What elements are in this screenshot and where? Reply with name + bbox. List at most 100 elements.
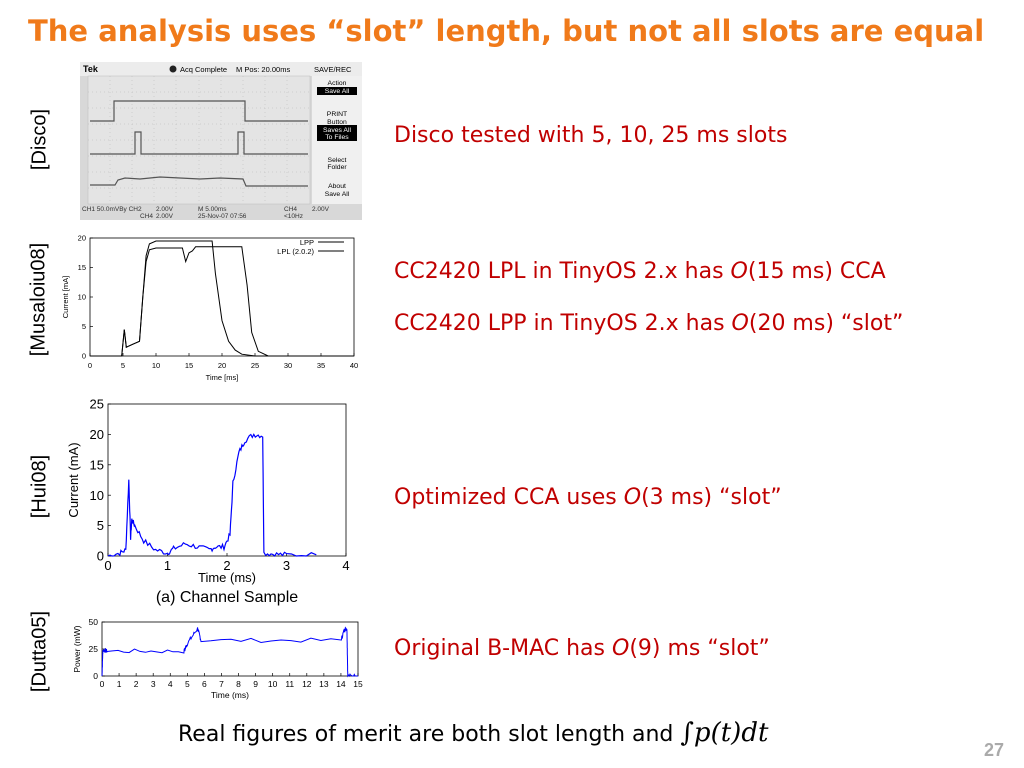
x-tick-label: 35 <box>317 361 325 370</box>
svg-text:Folder: Folder <box>327 164 347 171</box>
svg-text:25-Nov-07 07:56: 25-Nov-07 07:56 <box>198 213 247 220</box>
citation-disco: [Disco] <box>28 108 51 171</box>
plot-frame <box>101 621 359 677</box>
svg-text:2.00V: 2.00V <box>156 213 174 220</box>
x-axis-label: Time (ms) <box>211 690 249 700</box>
bullet-optimized-cca: Optimized CCA uses O(3 ms) “slot” <box>394 485 782 510</box>
x-tick-label: 0 <box>104 558 111 573</box>
scope-save-rec: SAVE/REC <box>314 65 352 74</box>
svg-text:Select: Select <box>328 157 347 164</box>
x-tick-label: 1 <box>117 679 122 689</box>
svg-text:To Files: To Files <box>325 134 349 141</box>
x-tick-label: 25 <box>251 361 259 370</box>
x-tick-label: 1 <box>164 558 171 573</box>
x-axis-label: Time [ms] <box>206 373 239 382</box>
x-tick-label: 2 <box>134 679 139 689</box>
y-tick-label: 0 <box>93 671 98 681</box>
x-tick-label: 3 <box>283 558 290 573</box>
y-tick-label: 15 <box>78 263 86 272</box>
y-axis-label: Current [mA] <box>62 276 70 319</box>
x-tick-label: 5 <box>185 679 190 689</box>
y-tick-label: 20 <box>90 427 104 442</box>
bullet-disco: Disco tested with 5, 10, 25 ms slots <box>394 123 788 148</box>
x-tick-label: 40 <box>350 361 358 370</box>
scope-menu-items: Action Save All PRINT Button Saves All T… <box>317 80 357 198</box>
scope-footer: CH1 50.0mVBy CH2 2.00V M 5.00ms CH4 2.00… <box>82 206 330 220</box>
x-tick-label: 6 <box>202 679 207 689</box>
scope-brand: Tek <box>83 64 99 74</box>
x-tick-label: 4 <box>342 558 349 573</box>
x-tick-label: 14 <box>336 679 346 689</box>
legend-label-0: LPP <box>300 238 314 247</box>
x-tick-label: 2 <box>223 558 230 573</box>
x-tick-label: 0 <box>88 361 92 370</box>
bullet-bmac: Original B-MAC has O(9) ms “slot” <box>394 636 770 661</box>
y-axis-label: Power (mW) <box>72 625 82 672</box>
citation-dutta: [Dutta05] <box>28 610 51 693</box>
x-tick-label: 4 <box>168 679 173 689</box>
y-tick-label: 25 <box>89 644 99 654</box>
x-tick-label: 13 <box>319 679 329 689</box>
svg-text:CH1 50.0mVBy CH2: CH1 50.0mVBy CH2 <box>82 206 142 213</box>
y-tick-label: 20 <box>78 234 86 243</box>
x-tick-label: 8 <box>236 679 241 689</box>
svg-text:2.00V: 2.00V <box>312 206 330 213</box>
scope-status: Acq Complete <box>180 65 227 74</box>
y-tick-label: 25 <box>90 397 104 412</box>
series-line-0 <box>90 240 354 357</box>
y-tick-label: 50 <box>89 617 99 627</box>
acq-status-icon <box>169 65 177 73</box>
svg-text:M 5.00ms: M 5.00ms <box>198 206 227 213</box>
x-tick-label: 20 <box>218 361 226 370</box>
scope-trace-2 <box>90 131 308 155</box>
scope-trace-1 <box>90 100 308 122</box>
svg-text:Save All: Save All <box>325 191 350 198</box>
x-tick-label: 15 <box>185 361 193 370</box>
x-tick-label: 0 <box>100 679 105 689</box>
y-axis-label: Current (mA) <box>66 442 81 517</box>
citation-hui: [Hui08] <box>28 454 51 519</box>
svg-text:<10Hz: <10Hz <box>284 213 303 220</box>
x-tick-label: 9 <box>253 679 258 689</box>
legend-label-1: LPL (2.0.2) <box>277 247 314 256</box>
x-tick-label: 15 <box>353 679 363 689</box>
x-tick-label: 3 <box>151 679 156 689</box>
scope-mpos: M Pos: 20.00ms <box>236 65 290 74</box>
x-tick-label: 5 <box>121 361 125 370</box>
x-tick-label: 30 <box>284 361 292 370</box>
x-tick-label: 7 <box>219 679 224 689</box>
series-line-0 <box>101 626 358 678</box>
x-tick-label: 10 <box>268 679 278 689</box>
page-number: 27 <box>983 740 1004 760</box>
oscilloscope-screenshot: Tek Acq Complete M Pos: 20.00ms SAVE/REC… <box>80 62 362 220</box>
plot-frame <box>89 237 355 357</box>
plot-frame <box>107 403 347 557</box>
svg-text:Action: Action <box>328 80 347 87</box>
svg-text:2.00V: 2.00V <box>156 206 174 213</box>
y-tick-label: 15 <box>90 457 104 472</box>
bullet-lpl: CC2420 LPL in TinyOS 2.x has O(15 ms) CC… <box>394 259 886 284</box>
y-tick-label: 5 <box>97 518 104 533</box>
svg-text:About: About <box>328 183 346 190</box>
citation-musaloiu: [Musaloiu08] <box>27 242 50 357</box>
svg-text:CH4: CH4 <box>140 213 153 220</box>
x-tick-label: 12 <box>302 679 312 689</box>
series-line-1 <box>90 246 354 357</box>
y-tick-label: 10 <box>90 488 104 503</box>
x-axis-label: Time (ms) <box>198 570 256 585</box>
y-tick-label: 5 <box>82 322 86 331</box>
y-tick-label: 0 <box>97 549 104 564</box>
musaloiu-current-chart: 0 5 10 15 20 25 30 35 40 0 5 10 15 20 Time [ms] Current… <box>62 234 358 382</box>
chart-caption: (a) Channel Sample <box>156 589 298 606</box>
hui-current-chart: 0 1 2 3 4 0 5 10 15 20 25 Time (ms) Current (mA) (a) … <box>66 397 350 606</box>
svg-text:PRINT: PRINT <box>327 111 347 118</box>
svg-text:Saves All: Saves All <box>323 127 351 134</box>
x-tick-label: 11 <box>285 679 294 689</box>
footer-note: Real figures of merit are both slot leng… <box>178 718 769 748</box>
y-tick-label: 0 <box>82 352 86 361</box>
series-line-0 <box>107 433 317 557</box>
scope-trace-3 <box>90 176 308 187</box>
y-tick-label: 10 <box>78 293 86 302</box>
integral-formula: ∫p(t)dt <box>680 718 769 748</box>
